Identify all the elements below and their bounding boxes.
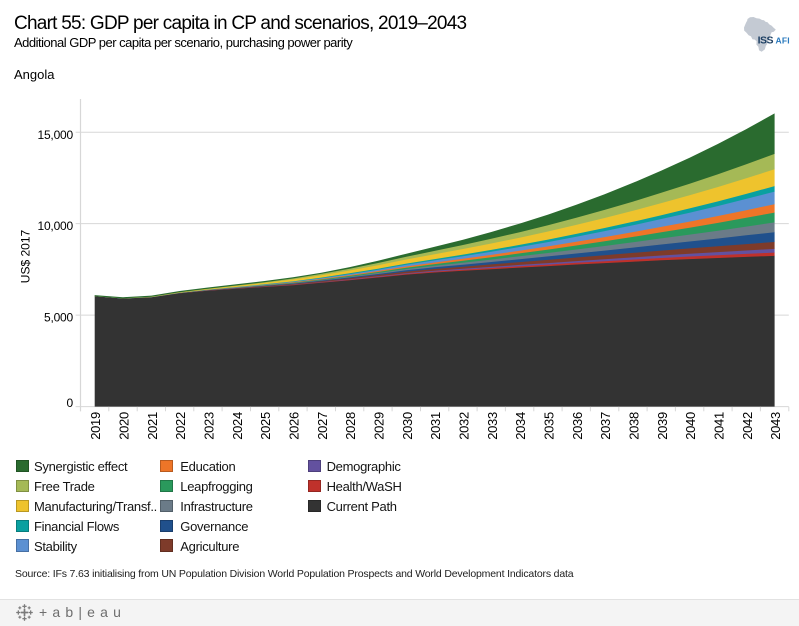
svg-text:2033: 2033 bbox=[485, 412, 500, 440]
svg-text:US$ 2017: US$ 2017 bbox=[19, 229, 33, 283]
svg-text:2025: 2025 bbox=[258, 412, 273, 440]
svg-text:2038: 2038 bbox=[627, 412, 642, 440]
svg-text:2030: 2030 bbox=[400, 412, 415, 440]
svg-text:5,000: 5,000 bbox=[44, 311, 74, 325]
svg-text:2035: 2035 bbox=[542, 412, 557, 440]
svg-text:2023: 2023 bbox=[202, 412, 217, 440]
svg-text:2021: 2021 bbox=[145, 412, 160, 440]
svg-text:2040: 2040 bbox=[683, 412, 698, 440]
svg-text:2043: 2043 bbox=[768, 412, 783, 440]
svg-text:2036: 2036 bbox=[570, 412, 585, 440]
svg-text:15,000: 15,000 bbox=[37, 128, 73, 142]
svg-text:2026: 2026 bbox=[287, 412, 302, 440]
svg-text:2028: 2028 bbox=[343, 412, 358, 440]
svg-text:2020: 2020 bbox=[117, 412, 132, 440]
svg-text:2027: 2027 bbox=[315, 412, 330, 440]
svg-text:2042: 2042 bbox=[740, 412, 755, 440]
svg-text:0: 0 bbox=[67, 396, 74, 410]
svg-text:2024: 2024 bbox=[230, 412, 245, 440]
svg-text:2037: 2037 bbox=[598, 412, 613, 440]
svg-text:2039: 2039 bbox=[655, 412, 670, 440]
svg-text:2041: 2041 bbox=[712, 412, 727, 440]
svg-text:2022: 2022 bbox=[173, 412, 188, 440]
svg-text:2019: 2019 bbox=[88, 412, 103, 440]
svg-text:AFI: AFI bbox=[776, 36, 790, 46]
svg-text:10,000: 10,000 bbox=[37, 219, 73, 233]
svg-text:2031: 2031 bbox=[428, 412, 443, 440]
svg-text:ISS: ISS bbox=[758, 35, 774, 47]
svg-text:2034: 2034 bbox=[513, 412, 528, 440]
svg-text:2032: 2032 bbox=[457, 412, 472, 440]
svg-text:2029: 2029 bbox=[372, 412, 387, 440]
